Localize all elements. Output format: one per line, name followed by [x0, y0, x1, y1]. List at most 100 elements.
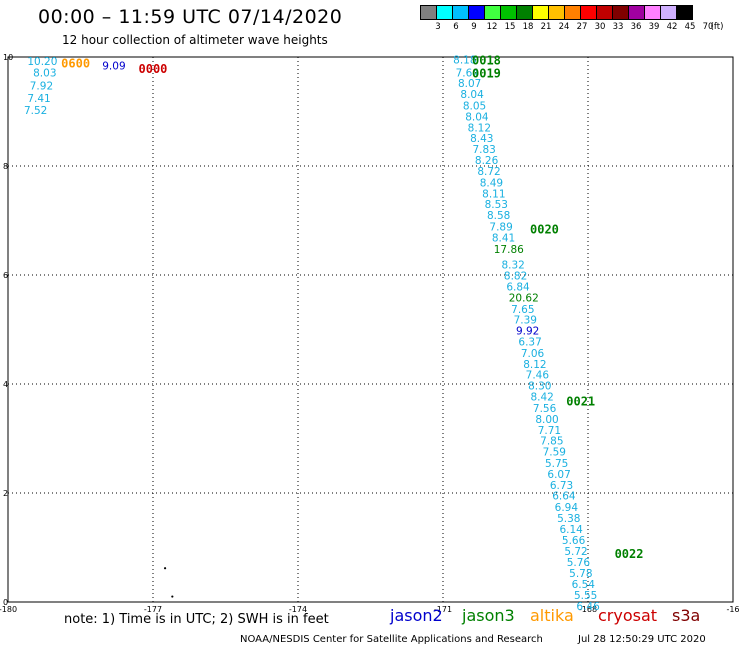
satellite-name-s3a: s3a — [672, 606, 701, 625]
legend-label: 21 — [540, 22, 552, 32]
wave-height-value: 7.59 — [543, 447, 566, 459]
data-dot — [163, 567, 167, 570]
wave-height-value: 8.58 — [487, 210, 510, 222]
legend-label: 27 — [576, 22, 588, 32]
x-tick-label: -180 — [0, 605, 17, 614]
legend-label: 12 — [486, 22, 498, 32]
data-dot — [171, 595, 174, 598]
wave-height-value: 7.06 — [521, 348, 545, 360]
wave-height-value: 7.83 — [472, 144, 495, 156]
legend-swatch — [676, 5, 693, 20]
wave-height-value: 7.39 — [514, 315, 537, 327]
wave-height-value: 5.75 — [545, 458, 568, 470]
wave-height-value: 9.09 — [102, 61, 125, 73]
x-tick-label: -16 — [726, 605, 739, 614]
wave-height-value: 6.46 — [576, 601, 600, 613]
wave-height-value: 8.03 — [33, 67, 56, 79]
wave-height-value: 8.18 — [453, 55, 476, 67]
wave-height-value: 5.78 — [569, 568, 592, 580]
legend-label: 45 — [684, 22, 696, 32]
footer-date: Jul 28 12:50:29 UTC 2020 — [578, 634, 706, 645]
color-legend-labels: 3 6 9 12 15 18 21 24 27 30 33 36 39 42 45 70 (ft) — [421, 22, 740, 34]
wave-height-value: 7.41 — [27, 93, 50, 105]
plot-frame — [7, 56, 734, 603]
x-tick-label: -177 — [144, 605, 162, 614]
satellite-name-altika: altika — [530, 606, 574, 625]
time-label: 0000 — [139, 62, 168, 76]
wave-height-value: 5.72 — [564, 546, 587, 558]
wave-height-value: 8.00 — [535, 414, 558, 426]
wave-height-value: 9.92 — [516, 326, 539, 338]
wave-height-value: 7.65 — [511, 304, 534, 316]
wave-height-value: 8.42 — [530, 392, 553, 404]
wave-height-value: 8.43 — [470, 133, 493, 145]
time-label: 0021 — [566, 394, 595, 408]
wave-height-value: 8.41 — [492, 232, 515, 244]
legend-label: 18 — [522, 22, 534, 32]
legend-label: 33 — [612, 22, 624, 32]
y-tick-label: 6 — [3, 271, 8, 280]
wave-height-value: 5.76 — [567, 557, 591, 569]
color-legend — [420, 5, 693, 20]
wave-height-value: 5.55 — [574, 590, 597, 602]
wave-height-value: 6.94 — [555, 502, 579, 514]
wave-height-value: 6.73 — [550, 480, 573, 492]
wave-height-value: 8.82 — [504, 271, 527, 283]
wave-height-value: 8.32 — [501, 260, 524, 272]
wave-height-value: 7.92 — [30, 80, 53, 92]
wave-height-value: 7.46 — [526, 370, 550, 382]
wave-height-value: 7.85 — [540, 436, 563, 448]
y-tick-label: 8 — [3, 162, 8, 171]
wave-height-value: 8.49 — [480, 177, 503, 189]
footer-credit: NOAA/NESDIS Center for Satellite Applica… — [240, 634, 543, 645]
x-tick-label: -168 — [579, 605, 597, 614]
x-tick-label: -171 — [434, 605, 452, 614]
wave-height-value: 8.72 — [477, 166, 500, 178]
legend-label: 39 — [648, 22, 660, 32]
wave-height-value: 7.56 — [533, 403, 557, 415]
wave-height-value: 8.05 — [463, 101, 486, 113]
wave-height-value: 20.62 — [509, 292, 539, 304]
time-label: 0019 — [472, 66, 501, 80]
legend-label: 3 — [435, 22, 441, 32]
wave-height-value: 5.66 — [562, 535, 586, 547]
wave-height-value: 8.04 — [460, 89, 484, 101]
wave-height-value: 6.37 — [518, 336, 541, 348]
wave-height-value: 8.26 — [475, 155, 499, 167]
wave-height-value: 6.54 — [572, 579, 596, 591]
wave-height-value: 8.30 — [528, 381, 551, 393]
legend-label: 6 — [453, 22, 459, 32]
page-subtitle: 12 hour collection of altimeter wave hei… — [62, 33, 328, 47]
wave-height-value: 7.89 — [489, 221, 512, 233]
time-label: 0020 — [530, 223, 559, 237]
legend-label: 15 — [504, 22, 516, 32]
y-tick-label: 2 — [3, 489, 8, 498]
legend-label: 9 — [471, 22, 477, 32]
legend-label: (ft) — [710, 22, 724, 32]
wave-height-value: 8.11 — [482, 188, 505, 200]
page-title: 00:00 – 11:59 UTC 07/14/2020 — [38, 6, 343, 28]
wave-height-value: 17.86 — [494, 244, 524, 256]
wave-height-value: 7.64 — [456, 67, 480, 79]
y-tick-label: 0 — [3, 598, 8, 607]
y-tick-label: 10 — [3, 53, 13, 62]
legend-label: 24 — [558, 22, 570, 32]
wave-height-value: 8.53 — [485, 199, 508, 211]
legend-label: 70 — [702, 22, 714, 32]
legend-label: 30 — [594, 22, 606, 32]
wave-height-value: 6.64 — [552, 491, 576, 503]
legend-label: 42 — [666, 22, 678, 32]
note-text: note: 1) Time is in UTC; 2) SWH is in fe… — [64, 612, 329, 627]
wave-height-value: 8.04 — [465, 111, 489, 123]
time-label: 0022 — [615, 547, 644, 561]
time-label: 0018 — [472, 54, 501, 68]
wave-height-value: 8.12 — [523, 359, 546, 371]
wave-height-value: 6.14 — [559, 524, 583, 536]
wave-height-value: 5.38 — [557, 513, 580, 525]
wave-height-plot: -180 -177 -174 -171 -168 -16 0 2 4 6 8 10 10.208.03 9… — [0, 53, 740, 614]
legend-label: 36 — [630, 22, 642, 32]
time-label: 0600 — [61, 56, 90, 70]
wave-height-value: 6.84 — [506, 281, 530, 293]
satellite-name-jason3: jason3 — [462, 606, 515, 625]
satellite-name-cryosat: cryosat — [598, 606, 658, 625]
